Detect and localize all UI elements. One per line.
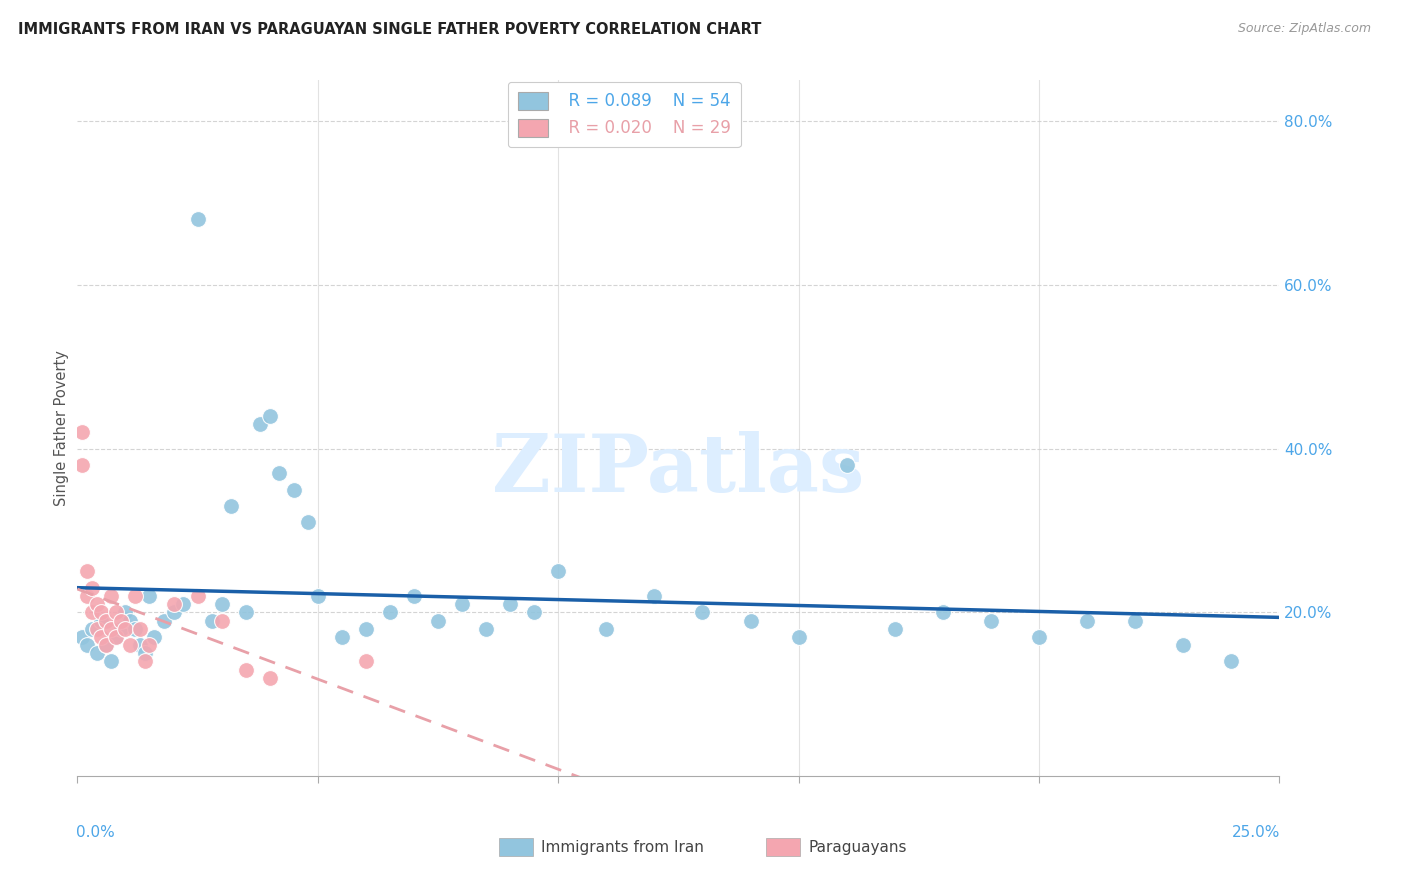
Text: 25.0%: 25.0% [1232, 825, 1281, 839]
Point [499, 597, 522, 611]
Point [110, 614, 132, 628]
Point [354, 655, 377, 669]
Point [235, 605, 257, 619]
Point [297, 516, 319, 530]
Point [124, 589, 146, 603]
Point [1028, 630, 1050, 644]
Point [475, 622, 498, 636]
Point [235, 663, 257, 677]
Point [70, 458, 93, 472]
Point [219, 499, 242, 513]
Point [76, 565, 98, 579]
Point [138, 589, 160, 603]
Point [128, 622, 150, 636]
Point [70, 425, 93, 440]
Point [547, 565, 569, 579]
Point [402, 589, 425, 603]
Point [120, 614, 142, 628]
Point [1220, 655, 1243, 669]
Point [76, 638, 98, 652]
Point [70, 630, 93, 644]
Point [1173, 638, 1195, 652]
Point [187, 212, 209, 227]
Point [80, 581, 103, 595]
Point [211, 597, 233, 611]
Point [120, 638, 142, 652]
Point [354, 622, 377, 636]
Point [104, 605, 127, 619]
Point [90, 614, 112, 628]
Point [1076, 614, 1098, 628]
Point [172, 597, 194, 611]
Point [110, 622, 132, 636]
Point [1123, 614, 1146, 628]
Y-axis label: Single Father Poverty: Single Father Poverty [53, 351, 69, 506]
Point [114, 605, 136, 619]
Point [740, 614, 762, 628]
Point [86, 597, 108, 611]
Point [96, 614, 118, 628]
Point [269, 466, 291, 480]
Point [451, 597, 474, 611]
Point [980, 614, 1002, 628]
Point [162, 597, 184, 611]
Point [104, 630, 127, 644]
Point [692, 605, 714, 619]
Text: Immigrants from Iran: Immigrants from Iran [541, 840, 704, 855]
Point [143, 630, 166, 644]
Point [835, 458, 858, 472]
Text: Paraguayans: Paraguayans [808, 840, 907, 855]
Point [307, 589, 329, 603]
Point [114, 622, 136, 636]
Point [259, 409, 281, 423]
Point [100, 622, 122, 636]
Point [86, 622, 108, 636]
Point [96, 638, 118, 652]
Point [80, 622, 103, 636]
Point [90, 605, 112, 619]
Point [90, 630, 112, 644]
Point [427, 614, 450, 628]
Point [86, 646, 108, 660]
Point [104, 630, 127, 644]
Point [80, 605, 103, 619]
Point [378, 605, 401, 619]
Point [134, 646, 156, 660]
Text: Source: ZipAtlas.com: Source: ZipAtlas.com [1237, 22, 1371, 36]
Point [124, 622, 146, 636]
Legend:   R = 0.089    N = 54,   R = 0.020    N = 29: R = 0.089 N = 54, R = 0.020 N = 29 [508, 82, 741, 147]
Text: ZIPatlas: ZIPatlas [492, 431, 865, 509]
Point [595, 622, 617, 636]
Point [283, 483, 305, 497]
Text: 0.0%: 0.0% [76, 825, 115, 839]
Point [643, 589, 665, 603]
Point [187, 589, 209, 603]
Point [249, 417, 271, 431]
Point [134, 655, 156, 669]
Point [201, 614, 224, 628]
Point [883, 622, 905, 636]
Point [259, 671, 281, 685]
Point [138, 638, 160, 652]
Point [330, 630, 353, 644]
Point [787, 630, 810, 644]
Point [211, 614, 233, 628]
Text: IMMIGRANTS FROM IRAN VS PARAGUAYAN SINGLE FATHER POVERTY CORRELATION CHART: IMMIGRANTS FROM IRAN VS PARAGUAYAN SINGL… [18, 22, 762, 37]
Point [153, 614, 176, 628]
Point [523, 605, 546, 619]
Point [932, 605, 955, 619]
Point [100, 589, 122, 603]
Point [76, 589, 98, 603]
Point [100, 655, 122, 669]
Point [162, 605, 184, 619]
Point [128, 638, 150, 652]
Point [96, 638, 118, 652]
